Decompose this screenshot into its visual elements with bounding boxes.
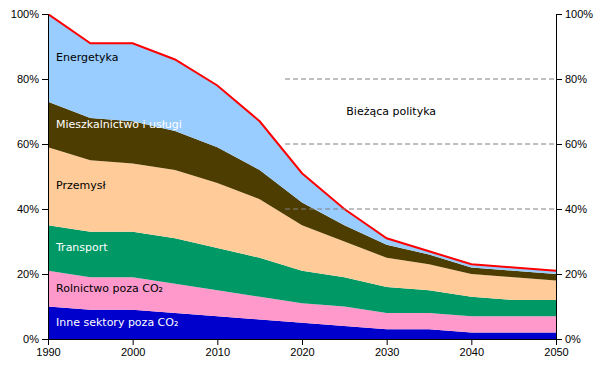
tick-label: 60% [17, 138, 39, 150]
tick-mark [556, 209, 562, 210]
y2-tick: 100% [556, 8, 593, 20]
chart: 19902000201020202030204020500%20%40%60%8… [0, 0, 604, 367]
y-axis: 0% 20% 40% 60% 80% 100% [11, 8, 49, 345]
tick-label: 20% [565, 268, 587, 280]
y-tick: 100% [11, 8, 48, 20]
tick-mark [556, 14, 562, 15]
tick-label: 80% [17, 73, 39, 85]
y-tick: 20% [17, 268, 48, 280]
reference-line [285, 79, 556, 80]
plot-area [48, 14, 556, 339]
tick-mark [387, 339, 388, 345]
layer-label: Energetyka [56, 51, 119, 64]
layer-label: Przemysł [56, 179, 106, 192]
layer-label: Rolnictwo poza CO₂ [56, 282, 163, 295]
x-tick: 2020 [290, 339, 314, 358]
tick-mark [42, 144, 48, 145]
area-layer [48, 14, 556, 274]
tick-label: 0% [23, 333, 39, 345]
y2-axis: 0% 20% 40% 60% 80% 100% [556, 8, 593, 345]
tick-mark [42, 79, 48, 80]
labels: Inne sektory poza CO₂ Rolnictwo poza CO₂ T… [55, 51, 436, 329]
axis-line [49, 340, 557, 346]
tick-label: 100% [11, 8, 39, 20]
y-tick: 0% [23, 333, 48, 345]
tick-label: 40% [17, 203, 39, 215]
tick-mark [471, 339, 472, 345]
reference-line [285, 144, 556, 145]
tick-mark [42, 14, 48, 15]
y-tick: 80% [17, 73, 48, 85]
tick-label: 20% [17, 268, 39, 280]
x-tick: 2010 [206, 339, 230, 358]
x-tick: 2030 [375, 339, 399, 358]
tick-label: 1990 [36, 346, 60, 358]
tick-mark [556, 79, 562, 80]
tick-label: 0% [565, 333, 581, 345]
tick-label: 2000 [121, 346, 145, 358]
layer-label: Inne sektory poza CO₂ [56, 316, 178, 329]
tick-mark [556, 144, 562, 145]
line-label: Bieżąca polityka [346, 105, 436, 118]
tick-label: 2030 [375, 346, 399, 358]
x-tick: 2000 [121, 339, 145, 358]
tick-label: 2040 [460, 346, 484, 358]
tick-mark [556, 274, 562, 275]
tick-mark [42, 209, 48, 210]
tick-label: 2050 [544, 346, 568, 358]
tick-label: 2020 [290, 346, 314, 358]
layer-label: Transport [55, 241, 108, 254]
y2-tick: 40% [556, 203, 587, 215]
tick-mark [42, 339, 48, 340]
tick-label: 40% [565, 203, 587, 215]
axis-line [42, 15, 49, 340]
tick-mark [556, 339, 562, 340]
tick-mark [217, 339, 218, 345]
y2-tick: 0% [556, 333, 581, 345]
y2-tick: 80% [556, 73, 587, 85]
y-tick: 60% [17, 138, 48, 150]
x-tick: 1990 [36, 339, 60, 358]
x-tick: 2040 [460, 339, 484, 358]
tick-mark [42, 274, 48, 275]
y-tick: 40% [17, 203, 48, 215]
tick-mark [302, 339, 303, 345]
axis-line [557, 15, 563, 340]
tick-label: 60% [565, 138, 587, 150]
tick-label: 80% [565, 73, 587, 85]
line [48, 14, 556, 271]
y2-tick: 60% [556, 138, 587, 150]
reference-line [285, 209, 556, 210]
x-axis: 1990 2000 2010 2020 2030 2040 2050 [36, 339, 568, 358]
y2-tick: 20% [556, 268, 587, 280]
layer-label: Mieszkalnictwo i usługi [56, 118, 182, 131]
tick-label: 100% [565, 8, 593, 20]
tick-label: 2010 [206, 346, 230, 358]
tick-mark [133, 339, 134, 345]
